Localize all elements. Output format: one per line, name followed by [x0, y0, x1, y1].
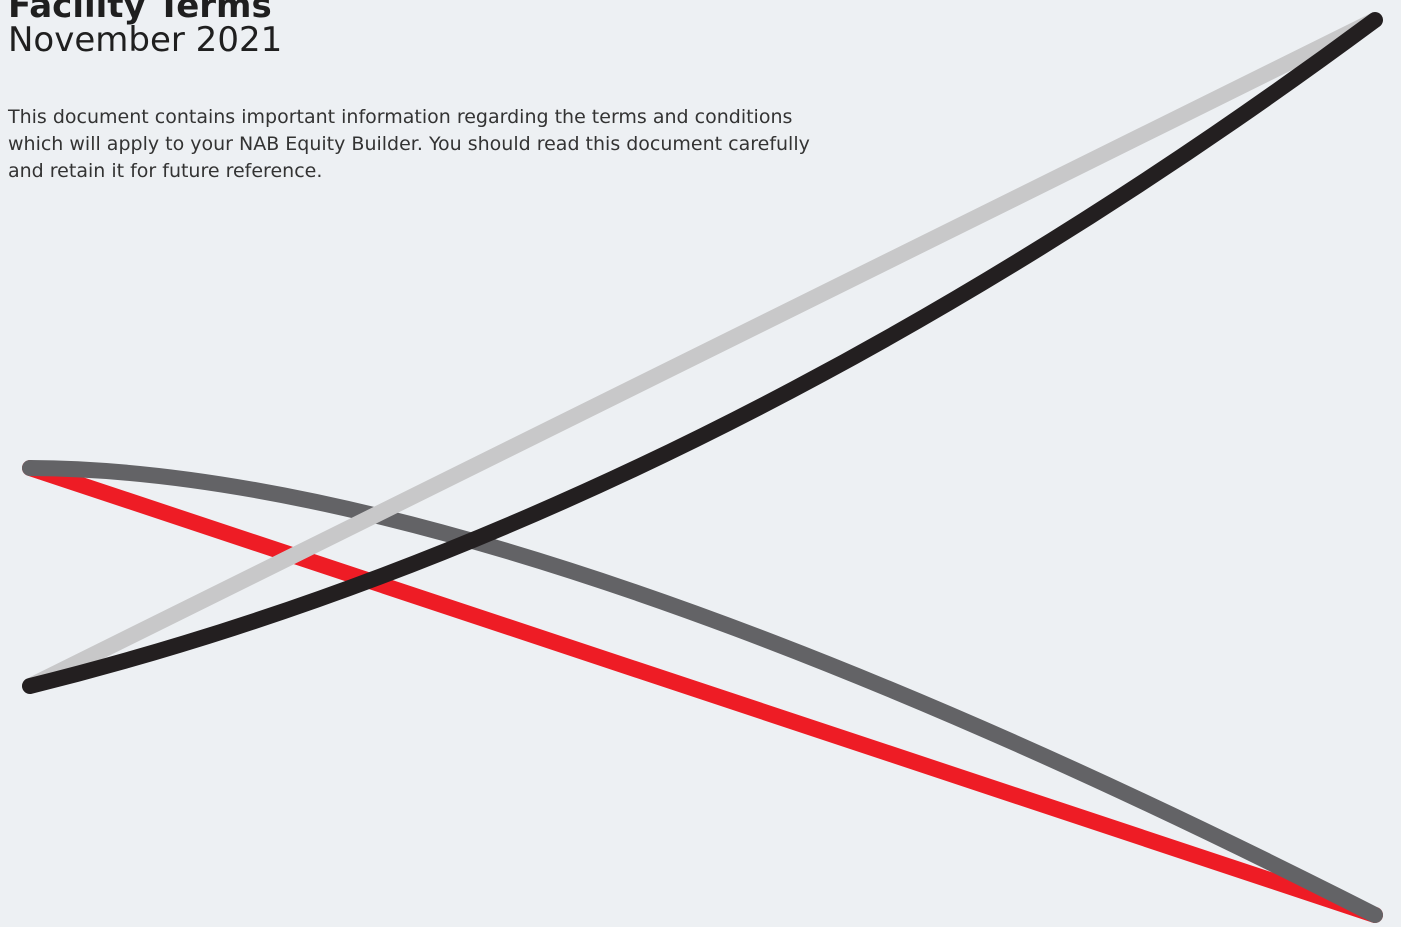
- gray-curve: [22, 460, 1383, 923]
- title: Facility Terms: [8, 0, 272, 26]
- black-curve: [22, 12, 1383, 694]
- intro-line: and retain it for future reference.: [8, 160, 323, 182]
- subtitle: November 2021: [8, 20, 283, 60]
- red-line: [22, 460, 1383, 923]
- intro-line: This document contains important informa…: [8, 106, 793, 128]
- intro: This document contains important informa…: [8, 104, 810, 185]
- intro-line: which will apply to your NAB Equity Buil…: [8, 133, 810, 155]
- light-line: [22, 12, 1383, 694]
